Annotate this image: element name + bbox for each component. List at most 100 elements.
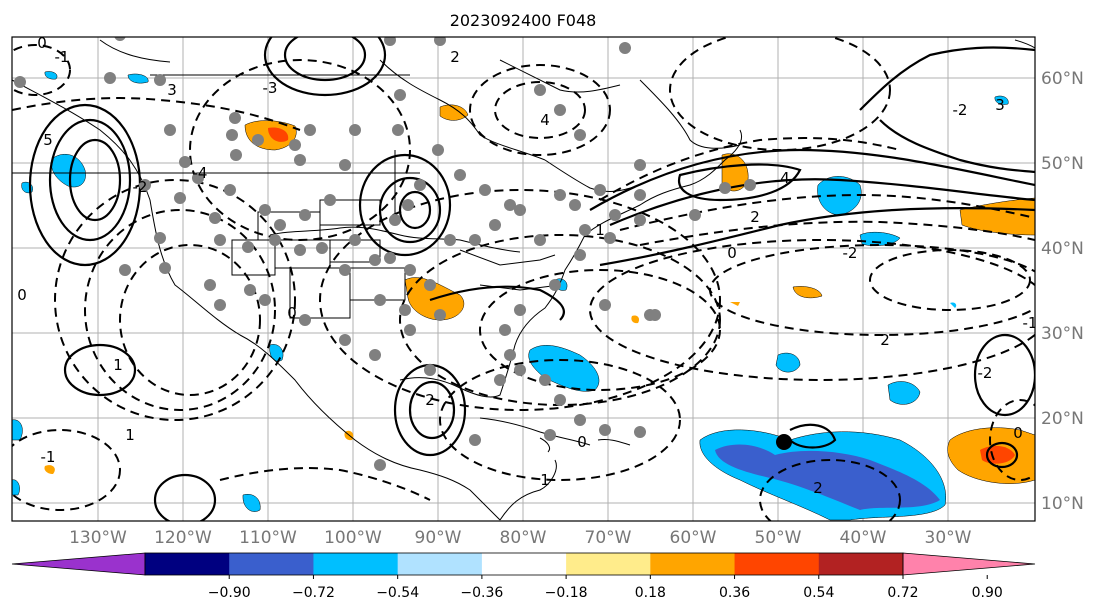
colorbar-tick-label: 0.18 — [635, 585, 666, 601]
station-marker — [389, 214, 401, 226]
station-marker — [579, 224, 591, 236]
contour-label: -1 — [1023, 314, 1038, 332]
station-marker — [504, 199, 516, 211]
station-marker — [634, 426, 646, 438]
contour-label: 0 — [37, 34, 47, 52]
longitude-label: 70°W — [585, 528, 632, 548]
station-marker — [394, 89, 406, 101]
contour-label: 2 — [425, 391, 435, 409]
longitude-label: 40°W — [840, 528, 887, 548]
station-marker — [402, 199, 414, 211]
gridlines — [12, 37, 1035, 521]
contour-label: 0 — [1013, 424, 1023, 442]
station-marker — [164, 124, 176, 136]
station-marker — [404, 264, 416, 276]
contour-label: -1 — [41, 448, 56, 466]
station-marker — [689, 209, 701, 221]
station-marker — [159, 262, 171, 274]
contour-label: 1 — [125, 426, 135, 444]
station-marker — [374, 294, 386, 306]
station-marker — [744, 179, 756, 191]
contour-label: 1 — [595, 221, 605, 239]
station-marker — [424, 364, 436, 376]
station-marker — [454, 169, 466, 181]
station-marker — [339, 159, 351, 171]
colorbar-tick-label: −0.90 — [208, 585, 251, 601]
station-marker — [469, 234, 481, 246]
station-marker — [544, 429, 556, 441]
station-marker — [599, 299, 611, 311]
contour-label: -1 — [55, 48, 70, 66]
station-marker — [424, 279, 436, 291]
station-marker — [554, 104, 566, 116]
colorbar-swatch — [566, 553, 651, 575]
map-title: 2023092400 F048 — [450, 11, 597, 30]
station-marker — [539, 374, 551, 386]
station-marker — [299, 314, 311, 326]
station-marker — [204, 279, 216, 291]
station-marker — [469, 434, 481, 446]
station-marker — [299, 209, 311, 221]
latitude-label: 50°N — [1041, 154, 1084, 174]
station-marker — [259, 204, 271, 216]
station-marker — [514, 304, 526, 316]
station-marker — [489, 219, 501, 231]
station-marker — [349, 124, 361, 136]
station-marker — [316, 242, 328, 254]
colorbar — [11, 552, 1036, 576]
station-marker — [154, 74, 166, 86]
contour-label: 0 — [17, 286, 27, 304]
contour-label: 4 — [540, 111, 550, 129]
longitude-label: 80°W — [500, 528, 547, 548]
station-marker — [230, 149, 242, 161]
contour-label: 0 — [287, 304, 297, 322]
contour-label: 3 — [167, 81, 177, 99]
dashed-contours — [12, 37, 1035, 521]
station-marker — [399, 304, 411, 316]
colorbar-swatch — [313, 553, 399, 575]
station-marker — [432, 144, 444, 156]
contour-label: 4 — [780, 169, 790, 187]
station-marker — [574, 249, 586, 261]
station-marker — [294, 154, 306, 166]
colorbar-tick-label: −0.36 — [460, 585, 503, 601]
contour-label: -2 — [133, 178, 148, 196]
station-marker — [569, 199, 581, 211]
contours — [28, 37, 1035, 521]
station-marker — [604, 232, 616, 244]
longitude-label: 120°W — [154, 528, 212, 548]
colorbar-swatch — [481, 553, 567, 575]
contour-label: 0 — [727, 244, 737, 262]
colorbar-swatch — [650, 553, 736, 575]
station-marker — [214, 234, 226, 246]
station-marker — [514, 204, 526, 216]
station-markers — [14, 37, 756, 471]
station-marker — [349, 234, 361, 246]
colorbar-swatch — [397, 553, 483, 575]
colorbar-tick-label: −0.72 — [292, 585, 335, 601]
station-marker — [369, 254, 381, 266]
station-marker — [209, 212, 221, 224]
longitude-label: 110°W — [239, 528, 297, 548]
latitude-label: 10°N — [1041, 494, 1084, 514]
station-marker — [369, 349, 381, 361]
contour-label: 2 — [450, 48, 460, 66]
colorbar-tick-label: −0.18 — [545, 585, 588, 601]
station-marker — [404, 324, 416, 336]
station-marker — [609, 209, 621, 221]
contour-label: 2 — [813, 479, 823, 497]
longitude-label: 90°W — [415, 528, 462, 548]
station-marker — [259, 294, 271, 306]
colorbar-tick-label: −0.54 — [376, 585, 419, 601]
station-marker — [274, 219, 286, 231]
contour-label: 2 — [880, 331, 890, 349]
contour-label: -3 — [263, 79, 278, 97]
colorbar-tick-labels: −0.90 −0.72 −0.54 −0.36 −0.18 0.18 0.36 0.54 0.7… — [208, 575, 1003, 601]
station-marker — [554, 394, 566, 406]
station-marker — [534, 234, 546, 246]
coastlines — [12, 39, 1035, 521]
colorbar-tick-label: 0.54 — [803, 585, 834, 601]
map-frame — [11, 36, 1036, 522]
